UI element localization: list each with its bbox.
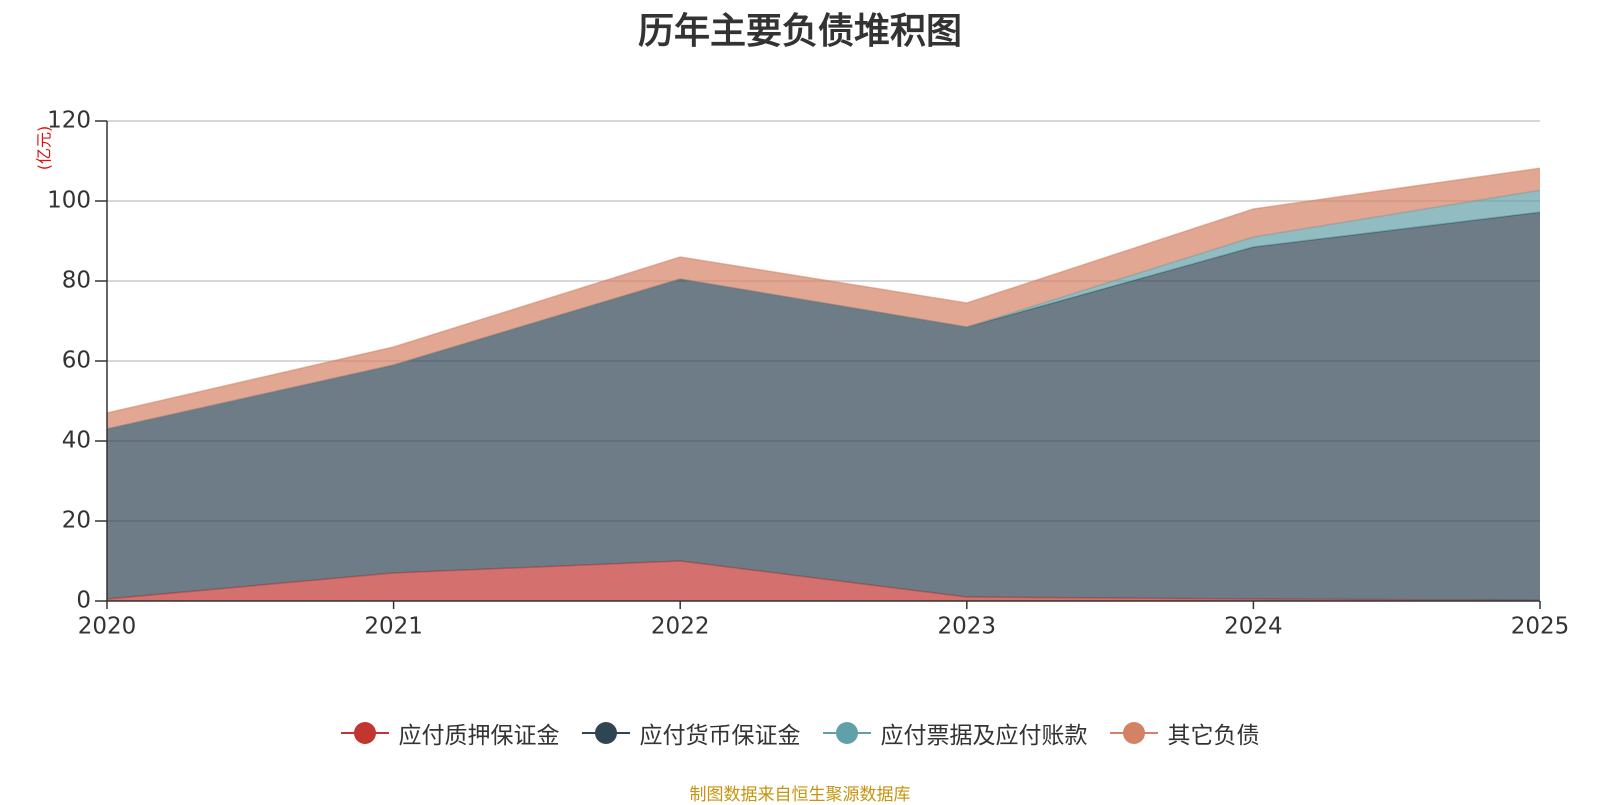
legend-item[interactable]: 应付货币保证金 xyxy=(581,716,801,750)
series-areas xyxy=(106,167,1541,601)
area-series-1 xyxy=(107,212,1540,601)
axes: 0 20 40 60 80 100 120 2020 2021 2022 2023 2024 2025 xyxy=(47,108,1569,640)
y-tick-label: 40 xyxy=(62,428,91,454)
y-tick-label: 100 xyxy=(47,188,91,214)
source-note: 制图数据来自恒生聚源数据库 xyxy=(689,785,911,805)
x-tick-label: 2024 xyxy=(1224,614,1283,640)
y-tick-label: 0 xyxy=(76,588,91,614)
y-tick-label: 120 xyxy=(47,108,91,134)
legend-label: 其它负债 xyxy=(1167,723,1260,749)
legend-label: 应付票据及应付账款 xyxy=(880,723,1088,749)
legend-item[interactable]: 应付票据及应付账款 xyxy=(822,716,1088,750)
x-tick-label: 2022 xyxy=(651,614,710,640)
line-series-3 xyxy=(106,167,1541,414)
legend-marker-icon xyxy=(1109,721,1158,745)
legend-marker-icon xyxy=(822,721,871,745)
legend-marker-icon xyxy=(581,721,630,745)
y-tick-label: 20 xyxy=(62,508,91,534)
x-tick-label: 2023 xyxy=(938,614,997,640)
legend-marker-icon xyxy=(340,721,389,745)
y-tick-label: 60 xyxy=(62,348,91,374)
legend-label: 应付质押保证金 xyxy=(398,723,560,749)
legend: 应付质押保证金 应付货币保证金 应付票据及应付账款 其它负债 xyxy=(0,716,1600,750)
legend-label: 应付货币保证金 xyxy=(639,723,801,749)
area-series-3 xyxy=(107,168,1540,429)
x-tick-label: 2020 xyxy=(78,614,137,640)
x-tick-label: 2025 xyxy=(1511,614,1570,640)
area-series-0 xyxy=(107,561,1540,601)
x-tick-label: 2021 xyxy=(364,614,423,640)
legend-item[interactable]: 应付质押保证金 xyxy=(340,716,560,750)
legend-item[interactable]: 其它负债 xyxy=(1109,716,1260,750)
chart-title: 历年主要负债堆积图 xyxy=(637,11,962,52)
y-tick-label: 80 xyxy=(62,268,91,294)
y-axis-unit-label: (亿元) xyxy=(35,126,54,171)
